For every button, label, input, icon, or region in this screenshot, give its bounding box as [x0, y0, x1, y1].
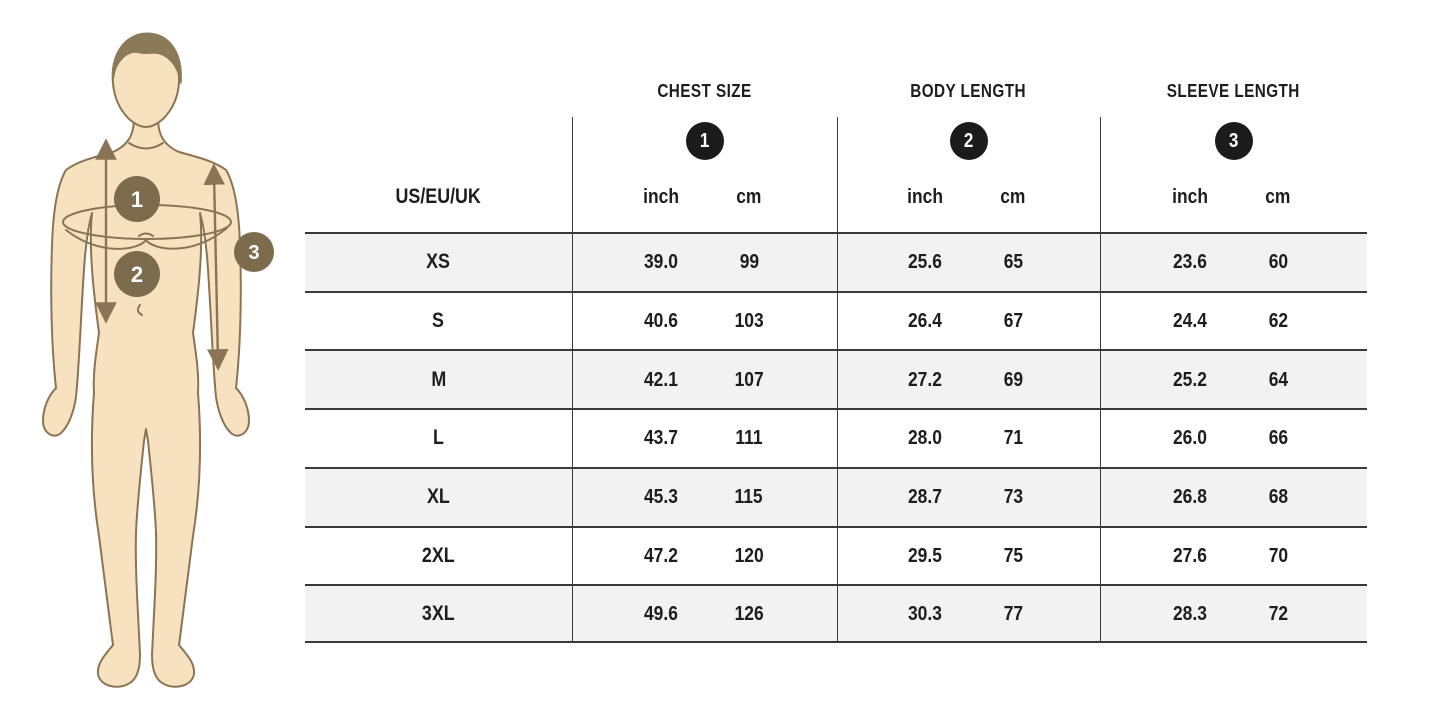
body-cm-value: 71 — [1003, 426, 1023, 450]
body-inch-value: 29.5 — [908, 543, 942, 567]
chest-size-title: CHEST SIZE — [657, 81, 752, 101]
chest-cm-value: 103 — [734, 309, 764, 333]
hair — [111, 32, 182, 89]
figure-badge-2: 2 — [114, 251, 160, 297]
sleeve-cm-value: 64 — [1268, 367, 1288, 391]
chest-inch-value: 43.7 — [644, 426, 678, 450]
corner-label: US/EU/UK — [395, 185, 482, 208]
chest-inch-value: 47.2 — [644, 543, 678, 567]
sleeve-header-cell: 3 inch cm — [1100, 117, 1367, 232]
sleeve-inch-value: 26.0 — [1173, 426, 1207, 450]
table-row: XS 39.0 99 25.6 65 23.6 60 — [305, 232, 1367, 291]
chest-cm-value: 115 — [734, 485, 764, 509]
table-row: M 42.1 107 27.2 69 25.2 64 — [305, 349, 1367, 409]
table-row: L 43.7 111 28.0 71 26.0 66 — [305, 408, 1367, 467]
body-inch-label: inch — [907, 185, 943, 208]
chest-cm-value: 126 — [734, 601, 764, 625]
body-inch-value: 27.2 — [908, 367, 942, 391]
table-row: 2XL 47.2 120 29.5 75 27.6 70 — [305, 525, 1367, 585]
size-label: XL — [427, 485, 450, 509]
pectoral-notch — [138, 232, 154, 237]
figure-badge-3-number: 3 — [248, 242, 259, 264]
body-cm-value: 75 — [1003, 543, 1023, 567]
body-inch-value: 26.4 — [908, 309, 942, 333]
figure-badge-3: 3 — [234, 232, 274, 272]
sleeve-inch-value: 23.6 — [1173, 250, 1207, 274]
chest-inch-value: 45.3 — [644, 485, 678, 509]
table-header: US/EU/UK 1 inch cm 2 inch cm 3 inch — [305, 117, 1367, 232]
sleeve-cm-value: 66 — [1268, 426, 1288, 450]
size-label: M — [431, 367, 446, 391]
body-inch-value: 30.3 — [908, 601, 942, 625]
chest-badge: 1 — [686, 122, 724, 160]
chest-cm-label: cm — [736, 185, 762, 208]
table-row: XL 45.3 115 28.7 73 26.8 68 — [305, 466, 1367, 526]
sleeve-length-title: SLEEVE LENGTH — [1166, 81, 1301, 101]
body-badge: 2 — [950, 122, 988, 160]
size-chart-table: CHEST SIZE BODY LENGTH SLEEVE LENGTH US/… — [305, 81, 1367, 643]
chest-inch-value: 49.6 — [644, 601, 678, 625]
table-row: 3XL 49.6 126 30.3 77 28.3 72 — [305, 584, 1367, 643]
sleeve-badge: 3 — [1215, 122, 1253, 160]
sleeve-inch-value: 24.4 — [1173, 309, 1207, 333]
neckline-curve — [128, 142, 164, 150]
sleeve-inch-value: 25.2 — [1173, 367, 1207, 391]
figure-badge-2-number: 2 — [131, 262, 143, 287]
sleeve-inch-label: inch — [1172, 185, 1208, 208]
size-label: 3XL — [422, 601, 455, 625]
chest-cm-value: 120 — [734, 543, 764, 567]
group-title-row: CHEST SIZE BODY LENGTH SLEEVE LENGTH — [305, 81, 1367, 117]
body-inch-value: 28.7 — [908, 485, 942, 509]
body-header-cell: 2 inch cm — [837, 117, 1100, 232]
body-length-title: BODY LENGTH — [910, 81, 1027, 101]
human-figure-illustration: 1 2 3 — [42, 32, 274, 688]
size-label: S — [432, 309, 445, 333]
body-cm-value: 73 — [1003, 485, 1023, 509]
size-label: 2XL — [422, 543, 455, 567]
sleeve-cm-value: 68 — [1268, 485, 1288, 509]
body-cm-value: 77 — [1003, 601, 1023, 625]
chest-inch-value: 42.1 — [644, 367, 678, 391]
body-inch-value: 25.6 — [908, 250, 942, 274]
figure-badge-1: 1 — [114, 176, 160, 222]
sleeve-inch-value: 26.8 — [1173, 485, 1207, 509]
chest-inch-value: 40.6 — [644, 309, 678, 333]
chest-inch-value: 39.0 — [644, 250, 678, 274]
sleeve-cm-value: 62 — [1268, 309, 1288, 333]
sleeve-inch-value: 27.6 — [1173, 543, 1207, 567]
chest-cm-value: 111 — [735, 426, 763, 450]
sleeve-length-arrow — [203, 163, 229, 371]
body-inch-value: 28.0 — [908, 426, 942, 450]
figure-badge-1-number: 1 — [131, 187, 143, 212]
size-label: XS — [426, 250, 451, 274]
chest-header-cell: 1 inch cm — [572, 117, 837, 232]
size-label: L — [433, 426, 444, 450]
body-cm-label: cm — [1000, 185, 1026, 208]
sleeve-cm-label: cm — [1265, 185, 1291, 208]
chest-cm-value: 107 — [734, 367, 764, 391]
table-row: S 40.6 103 26.4 67 24.4 62 — [305, 290, 1367, 350]
body-cm-value: 69 — [1003, 367, 1023, 391]
navel — [136, 304, 143, 316]
body-cm-value: 65 — [1003, 250, 1023, 274]
sleeve-inch-value: 28.3 — [1173, 601, 1207, 625]
chest-cm-value: 99 — [739, 250, 759, 274]
sleeve-cm-value: 72 — [1268, 601, 1288, 625]
chest-inch-label: inch — [643, 185, 679, 208]
sleeve-cm-value: 60 — [1268, 250, 1288, 274]
body-cm-value: 67 — [1003, 309, 1023, 333]
sleeve-cm-value: 70 — [1268, 543, 1288, 567]
measurement-figure: 1 2 3 — [0, 0, 300, 712]
human-body-outline — [42, 111, 250, 688]
